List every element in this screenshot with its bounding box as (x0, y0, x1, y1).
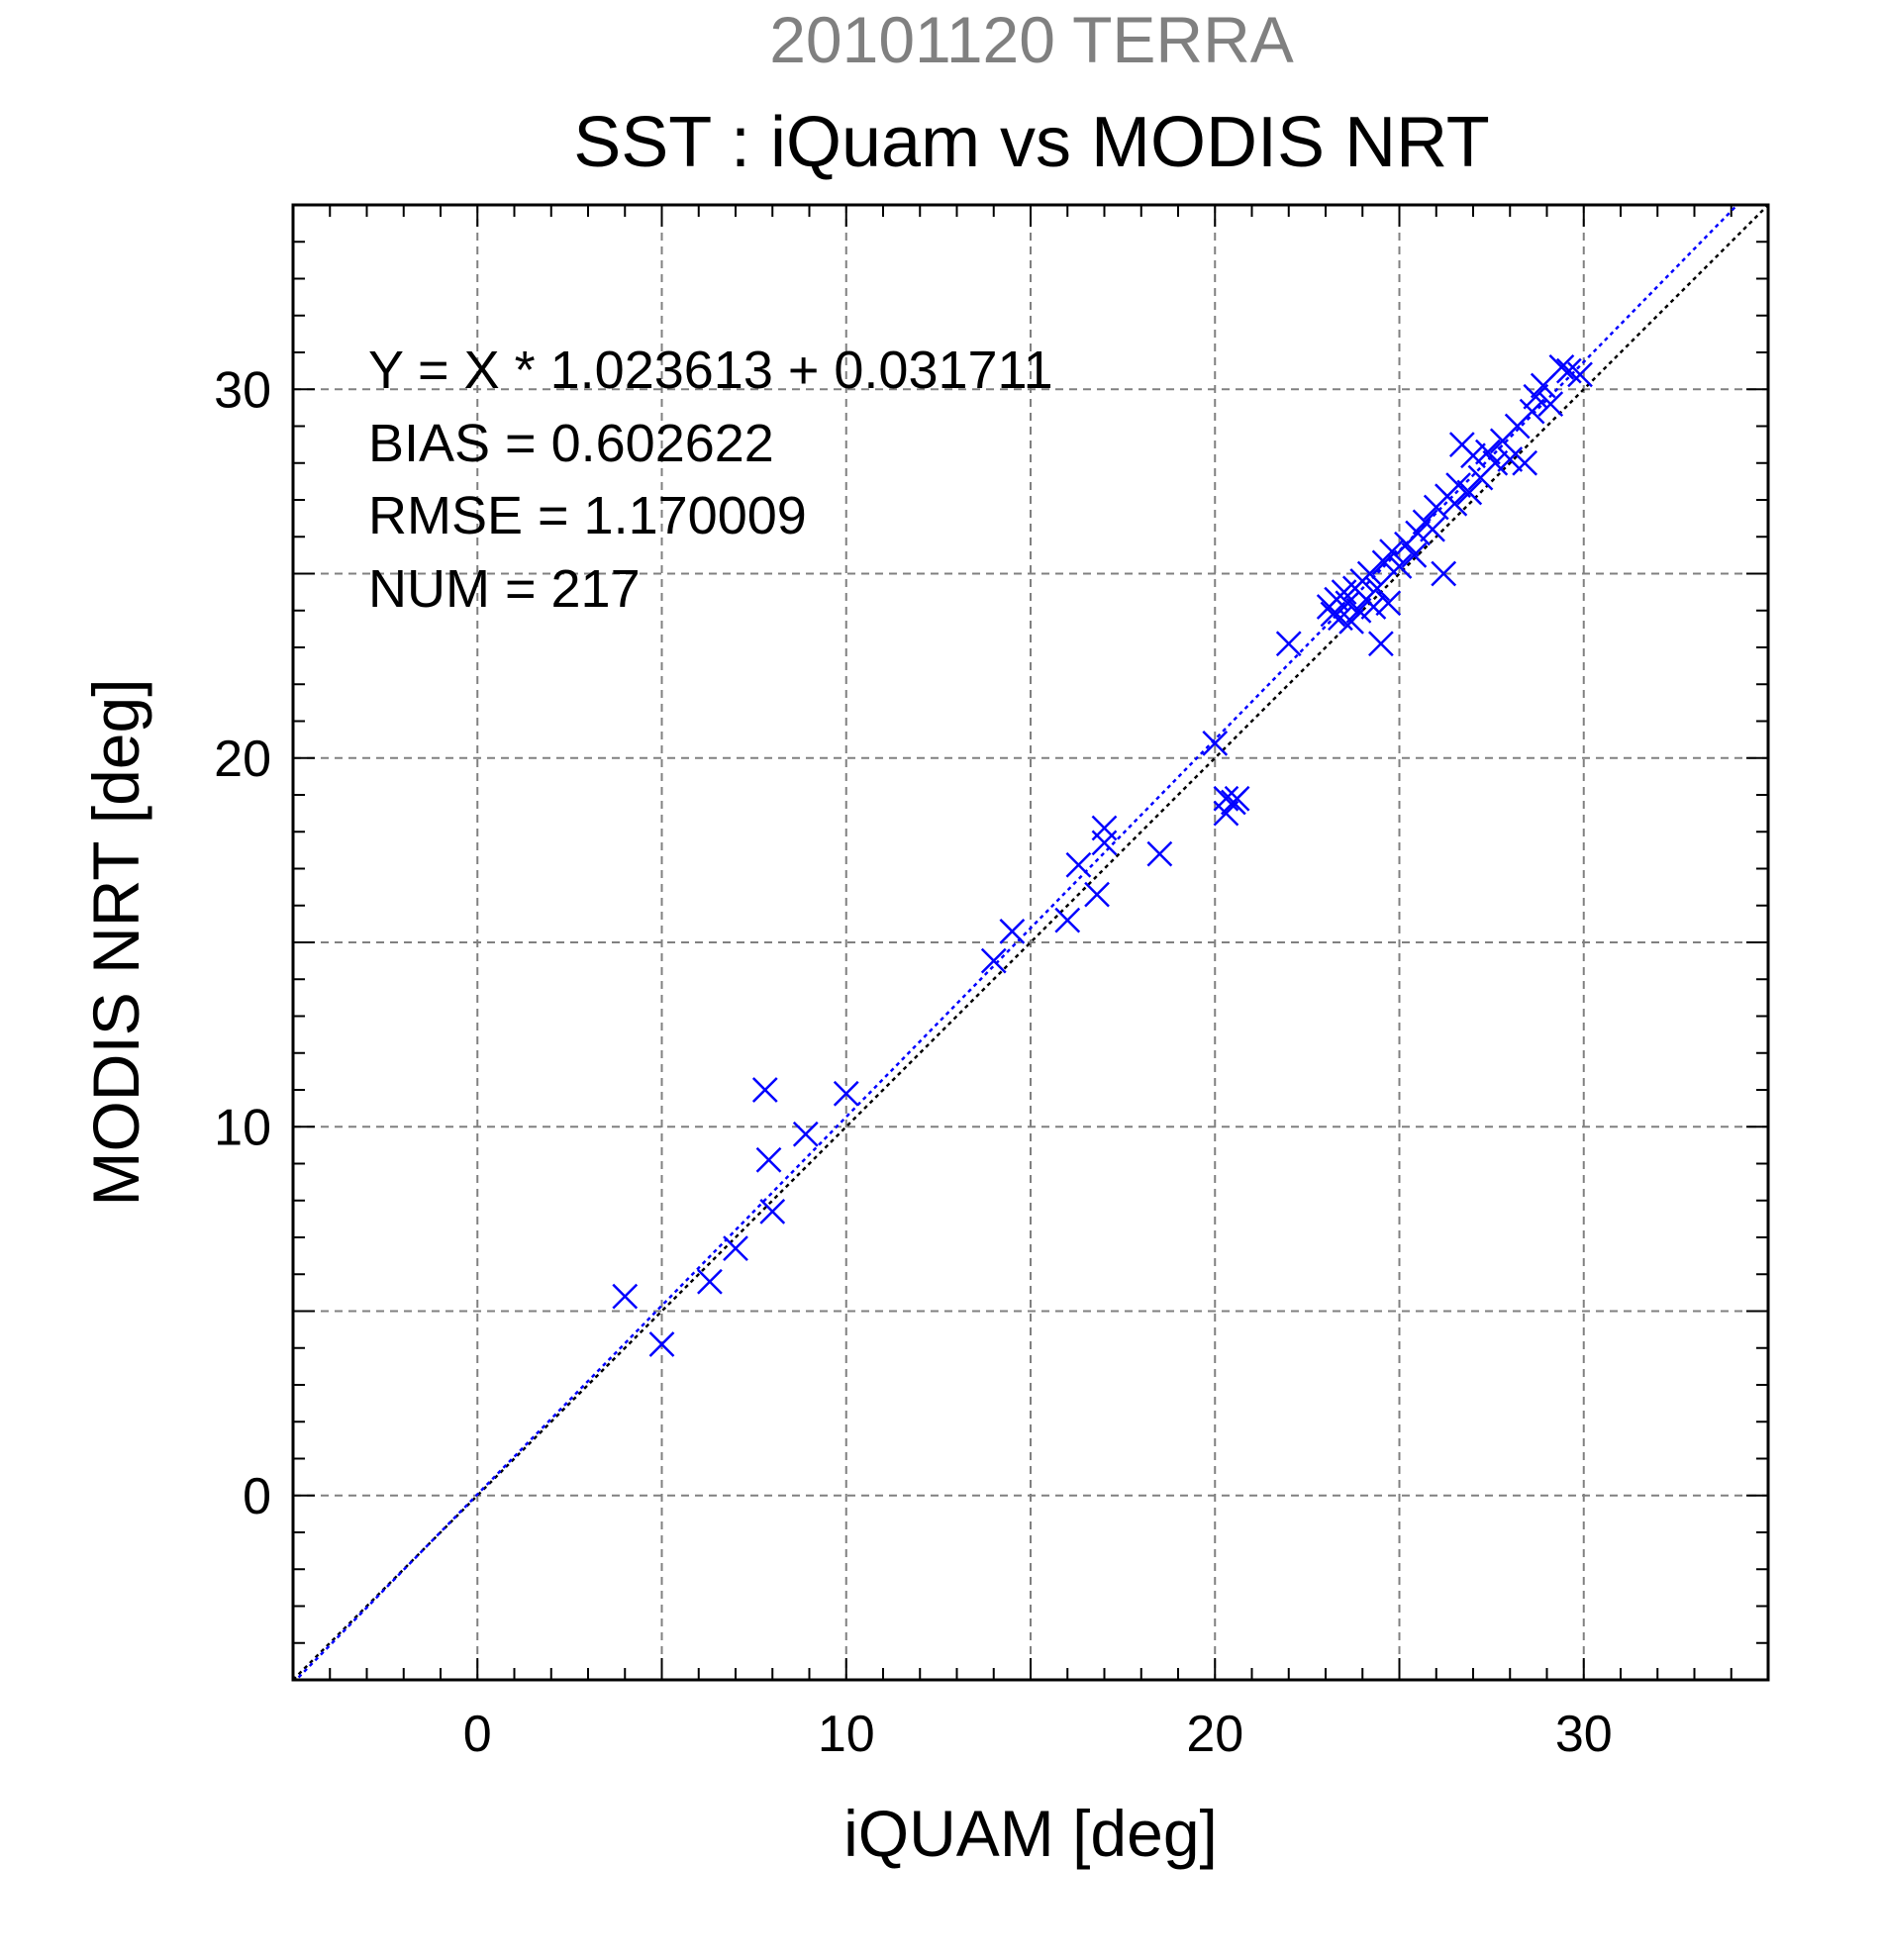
reference-lines (293, 205, 1768, 1680)
y-tick-label: 20 (214, 731, 271, 788)
data-point (1320, 601, 1346, 628)
data-point (648, 1331, 675, 1357)
data-point (792, 1121, 819, 1147)
data-point (1054, 907, 1081, 933)
data-point (1202, 730, 1229, 756)
x-tick-label: 10 (818, 1706, 875, 1763)
data-point (612, 1283, 639, 1310)
data-point (833, 1080, 859, 1107)
data-point (1367, 631, 1394, 657)
data-point (1431, 560, 1457, 587)
data-point (751, 1077, 778, 1103)
fit-equation: Y = X * 1.023613 + 0.031711 (368, 341, 1053, 400)
x-tick-label: 20 (1186, 1706, 1243, 1763)
chart-title: SST : iQuam vs MODIS NRT (573, 103, 1490, 182)
plot-frame (291, 203, 1770, 1682)
data-point (1512, 449, 1538, 476)
data-point (1445, 472, 1471, 498)
data-point (1065, 851, 1092, 878)
data-point (1338, 609, 1364, 635)
data-point (755, 1146, 782, 1173)
data-point (1548, 354, 1575, 380)
x-axis-label: iQUAM [deg] (843, 1797, 1218, 1870)
data-point (1275, 631, 1302, 657)
data-point (1356, 560, 1383, 587)
data-point (1405, 520, 1432, 546)
num-value: NUM = 217 (368, 559, 641, 619)
data-point (1375, 590, 1402, 617)
bias-value: BIAS = 0.602622 (368, 414, 774, 473)
data-point (1379, 539, 1405, 565)
grid-lines (293, 205, 1768, 1680)
data-point (723, 1235, 748, 1262)
fit-line (294, 205, 1739, 1680)
data-point (980, 947, 1007, 974)
x-tick-label: 30 (1555, 1706, 1613, 1763)
y-axis-label: MODIS NRT [deg] (79, 678, 152, 1206)
data-points (612, 354, 1593, 1357)
data-point (1371, 549, 1398, 576)
y-tick-label: 10 (214, 1099, 271, 1156)
data-point (999, 918, 1026, 944)
data-point (1401, 541, 1428, 568)
data-point (1084, 881, 1110, 908)
x-tick-label: 0 (463, 1706, 492, 1763)
rmse-value: RMSE = 1.170009 (368, 486, 807, 545)
data-point (1345, 597, 1372, 624)
data-point (1519, 398, 1545, 425)
identity-line (293, 205, 1768, 1680)
data-point (1460, 442, 1486, 469)
data-point (1213, 800, 1239, 827)
data-point (1475, 439, 1501, 465)
data-point (759, 1199, 786, 1225)
data-point (1456, 479, 1483, 506)
stats-annotation: Y = X * 1.023613 + 0.031711 BIAS = 0.602… (368, 341, 1053, 619)
data-point (1364, 575, 1391, 602)
data-point (1523, 383, 1549, 410)
tick-labels: 0 10 20 30 0 10 20 30 (214, 361, 1613, 1763)
data-point (1213, 785, 1239, 812)
data-point (1482, 449, 1509, 476)
data-point (1386, 553, 1413, 579)
data-point (1420, 516, 1445, 542)
data-point (1091, 830, 1118, 856)
data-point (697, 1268, 723, 1295)
y-tick-label: 0 (243, 1468, 271, 1525)
data-point (1091, 815, 1118, 841)
data-point (1567, 361, 1593, 388)
y-tick-label: 30 (214, 361, 271, 419)
data-point (1537, 391, 1564, 418)
chart-sup-title: 20101120 TERRA (769, 3, 1294, 76)
data-point (1146, 840, 1173, 867)
data-point (1497, 446, 1524, 472)
data-point (1224, 785, 1250, 812)
